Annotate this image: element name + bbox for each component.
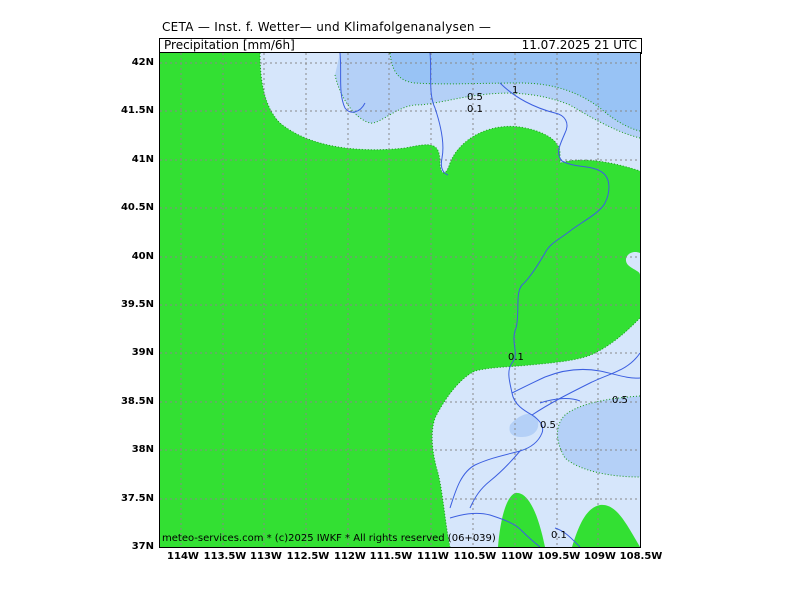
lat-label-37-5n: 37.5N xyxy=(120,493,154,504)
lon-label-114w: 114W xyxy=(167,551,199,562)
contour-label-0-5-east: 0.5 xyxy=(612,395,628,406)
lon-label-112-5w: 112.5W xyxy=(286,551,330,562)
subtitle-text: Precipitation [mm/6h] xyxy=(164,38,295,52)
lat-label-38-5n: 38.5N xyxy=(120,396,154,407)
lon-label-108-5w: 108.5W xyxy=(619,551,663,562)
precip-area-0-5-east xyxy=(557,396,640,477)
lon-label-111-5w: 111.5W xyxy=(369,551,413,562)
lat-label-40-5n: 40.5N xyxy=(120,202,154,213)
contour-label-0-1-center: 0.1 xyxy=(508,352,524,363)
dry-area xyxy=(160,53,640,547)
contour-label-0-1-north: 0.1 xyxy=(467,104,483,115)
lon-label-113-5w: 113.5W xyxy=(203,551,247,562)
contour-label-1: 1 xyxy=(512,85,519,96)
lat-label-38n: 38N xyxy=(131,444,154,455)
credit-text: meteo-services.com * (c)2025 IWKF * All … xyxy=(162,533,496,544)
precip-area-1 xyxy=(390,53,640,131)
lat-label-39n: 39N xyxy=(131,347,154,358)
title-text: CETA — Inst. f. Wetter— und Klimafolgena… xyxy=(162,20,492,34)
contour-label-0-5-north: 0.5 xyxy=(467,92,483,103)
lon-label-112w: 112W xyxy=(334,551,366,562)
map-canvas xyxy=(160,53,640,547)
lat-label-41n: 41N xyxy=(131,154,154,165)
lat-label-41-5n: 41.5N xyxy=(120,105,154,116)
lat-label-40n: 40N xyxy=(131,251,154,262)
lon-label-113w: 113W xyxy=(250,551,282,562)
valid-time: 11.07.2025 21 UTC xyxy=(521,38,637,52)
lat-lon-grid xyxy=(160,53,640,547)
precipitation-map xyxy=(160,53,640,547)
lat-label-37n: 37N xyxy=(131,541,154,552)
lon-label-110w: 110W xyxy=(501,551,533,562)
lon-label-109-5w: 109.5W xyxy=(537,551,581,562)
lon-label-111w: 111W xyxy=(417,551,449,562)
contour-label-0-5-center: 0.5 xyxy=(540,420,556,431)
lat-label-42n: 42N xyxy=(131,57,154,68)
contour-label-0-1-south: 0.1 xyxy=(551,530,567,541)
map-frame xyxy=(159,52,641,548)
lon-label-110-5w: 110.5W xyxy=(453,551,497,562)
lat-label-39-5n: 39.5N xyxy=(120,299,154,310)
credit-bar: meteo-services.com * (c)2025 IWKF * All … xyxy=(160,533,640,546)
lon-label-109w: 109W xyxy=(584,551,616,562)
rivers xyxy=(339,53,640,547)
precip-area-0-5-small xyxy=(509,413,539,437)
